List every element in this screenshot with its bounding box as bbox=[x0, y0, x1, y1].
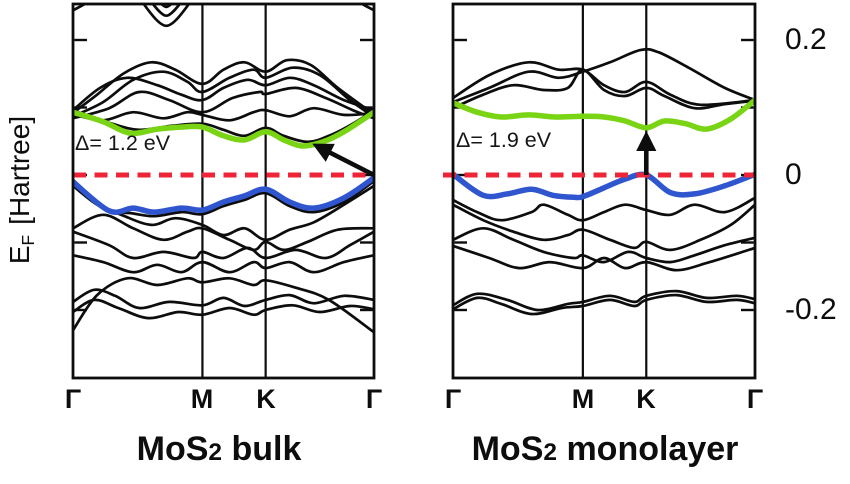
title-text: bulk bbox=[222, 430, 302, 468]
gap-annotation-bulk: Δ= 1.2 eV bbox=[75, 131, 171, 155]
title-text: MoS bbox=[471, 430, 544, 468]
kpoint-label-k: K bbox=[636, 384, 656, 414]
panel-title-bulk: MoS2 bulk bbox=[137, 430, 302, 472]
y-tick-label-zero: 0 bbox=[785, 158, 802, 191]
gap-annotation-monolayer: Δ= 1.9 eV bbox=[456, 128, 552, 152]
title-subscript: 2 bbox=[543, 439, 557, 466]
title-text: monolayer bbox=[557, 430, 739, 468]
kpoint-label-k: K bbox=[256, 384, 276, 414]
title-subscript: 2 bbox=[208, 439, 223, 466]
panel-title-monolayer: MoS2 monolayer bbox=[472, 430, 739, 472]
kpoint-label-m: M bbox=[190, 384, 214, 414]
y-axis-label: EF [Hartree] bbox=[0, 69, 40, 311]
kpoint-label-gamma: Γ bbox=[365, 384, 383, 414]
kpoint-label-gamma: Γ bbox=[746, 384, 764, 414]
y-tick-label-top: 0.2 bbox=[785, 23, 827, 56]
y-tick-label-bottom: -0.2 bbox=[785, 293, 837, 326]
title-text: MoS bbox=[136, 430, 209, 468]
kpoint-label-gamma: Γ bbox=[64, 384, 82, 414]
y-axis-label-unit: [Hartree] bbox=[4, 115, 35, 225]
kpoint-label-m: M bbox=[571, 384, 595, 414]
y-axis-label-subscript: F bbox=[17, 234, 38, 246]
y-axis-label-symbol: E bbox=[4, 245, 35, 265]
kpoint-label-gamma: Γ bbox=[444, 384, 462, 414]
